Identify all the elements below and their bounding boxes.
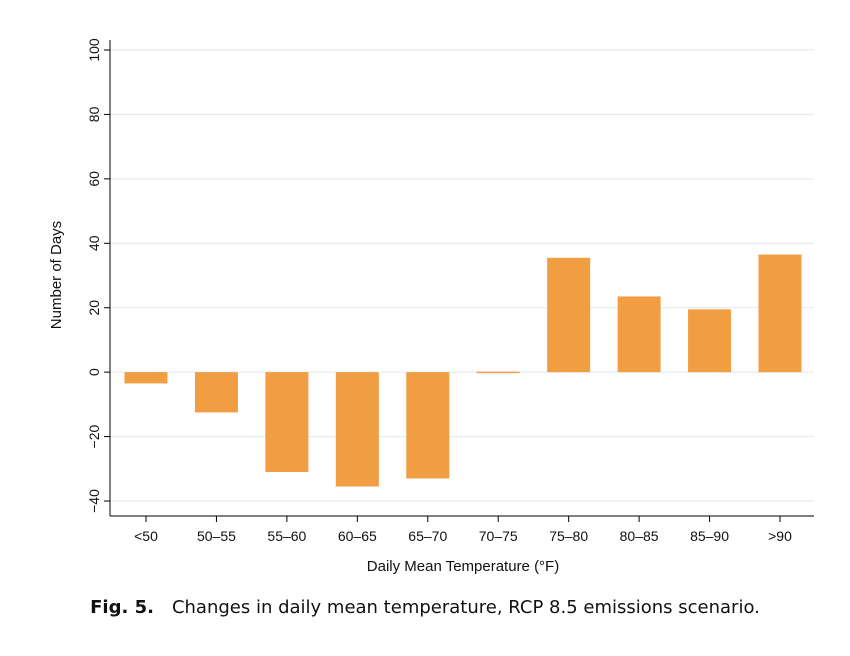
y-tick-label: 60 xyxy=(86,171,102,187)
x-tick-label: 50–55 xyxy=(197,528,236,544)
y-tick-label: 0 xyxy=(86,368,102,376)
axes xyxy=(109,40,814,517)
figure-caption: Fig. 5. Changes in daily mean temperature… xyxy=(0,597,850,618)
bar xyxy=(194,372,238,413)
bar xyxy=(547,257,591,373)
x-tick-label: 55–60 xyxy=(267,528,306,544)
bar xyxy=(758,254,802,373)
x-tick-label: <50 xyxy=(134,528,158,544)
y-tick-label: 40 xyxy=(86,235,102,251)
bars xyxy=(124,254,802,487)
bar xyxy=(265,372,309,473)
y-tick-label: −40 xyxy=(86,489,102,513)
x-tick-label: 60–65 xyxy=(338,528,377,544)
x-tick-label: 65–70 xyxy=(408,528,447,544)
bar xyxy=(617,296,661,373)
figure-label: Fig. 5. xyxy=(90,597,154,618)
bar xyxy=(476,371,520,374)
x-tick-label: 80–85 xyxy=(620,528,659,544)
bar-chart: 100 80 60 40 20 0 −20 −40 <50 50–55 55–60 60–65 65–… xyxy=(48,38,814,575)
bar xyxy=(335,372,379,487)
x-tick-label: >90 xyxy=(768,528,792,544)
y-tick-label: 100 xyxy=(86,38,102,62)
y-tick-label: 20 xyxy=(86,300,102,316)
bar xyxy=(124,372,168,384)
bar xyxy=(406,372,450,479)
x-tick-label: 85–90 xyxy=(690,528,729,544)
gridlines xyxy=(110,49,814,502)
y-tick-label: −20 xyxy=(86,424,102,448)
figure-caption-text: Changes in daily mean temperature, RCP 8… xyxy=(171,597,760,618)
x-tick-label: 70–75 xyxy=(479,528,518,544)
x-ticks: <50 50–55 55–60 60–65 65–70 70–75 75–80 80–85 85… xyxy=(134,516,792,544)
bar xyxy=(688,309,732,373)
y-tick-label: 80 xyxy=(86,106,102,122)
y-axis-title: Number of Days xyxy=(48,221,65,329)
x-tick-label: 75–80 xyxy=(549,528,588,544)
y-ticks: 100 80 60 40 20 0 −20 −40 xyxy=(86,38,110,513)
x-axis-title: Daily Mean Temperature (°F) xyxy=(367,558,559,575)
